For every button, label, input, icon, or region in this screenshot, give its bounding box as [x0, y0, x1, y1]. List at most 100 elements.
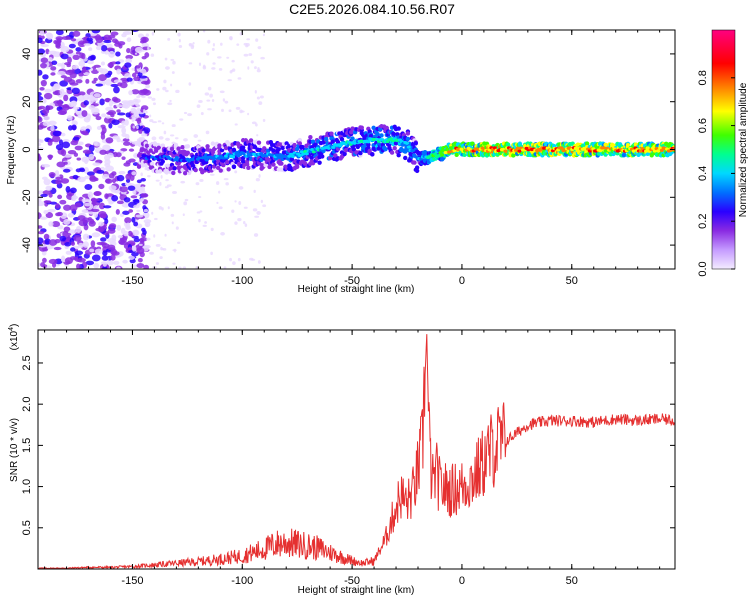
snr-x-tick-label: 50	[566, 575, 578, 587]
heatmap-cell	[258, 101, 263, 105]
heatmap-cell	[48, 50, 57, 55]
heatmap-cell	[43, 92, 53, 100]
heatmap-cell	[255, 178, 260, 182]
heatmap-cell	[134, 52, 138, 55]
heatmap-cell	[137, 33, 144, 39]
heatmap-cell	[188, 62, 193, 65]
heatmap-cell	[195, 266, 199, 269]
heatmap-cell	[230, 69, 234, 72]
heatmap-cell	[166, 184, 172, 187]
heatmap-cell	[151, 211, 154, 215]
heatmap-cell	[89, 176, 98, 182]
heatmap-cell	[77, 257, 86, 263]
heatmap-cell	[75, 47, 82, 52]
heatmap-cell	[76, 263, 81, 269]
heatmap-cell	[38, 230, 45, 235]
heatmap-cell	[79, 168, 86, 173]
heatmap-cell	[150, 53, 155, 57]
heatmap-cell	[82, 149, 92, 154]
heatmap-cell	[173, 248, 176, 253]
heatmap-cell	[211, 67, 216, 70]
snr-frame	[37, 329, 676, 570]
heatmap-cell	[165, 137, 170, 141]
heatmap-cell	[98, 221, 105, 227]
heatmap-cell	[253, 66, 257, 70]
heatmap-cell	[81, 156, 90, 163]
heatmap-cell	[43, 200, 52, 204]
heatmap-cell	[188, 82, 192, 86]
heatmap-cell	[95, 227, 104, 232]
heatmap-cell	[644, 149, 649, 153]
heatmap-cell	[115, 208, 120, 215]
heatmap-cell	[78, 60, 86, 67]
heatmap-cell	[210, 251, 213, 256]
heatmap-cell	[621, 152, 627, 158]
heatmap-cell	[231, 155, 236, 159]
heatmap-cell	[171, 221, 174, 225]
heatmap-cell	[167, 37, 171, 41]
heatmap-cell	[125, 58, 133, 64]
heatmap-cell	[135, 185, 142, 192]
heatmap-cell	[297, 141, 303, 146]
heatmap-cell	[297, 137, 303, 143]
heatmap-cell	[56, 62, 63, 67]
heatmap-cell	[48, 239, 58, 246]
heatmap-cell	[108, 172, 115, 179]
heatmap-cell	[115, 61, 121, 65]
heatmap-cell	[131, 245, 137, 252]
heatmap-cell	[111, 251, 120, 256]
heatmap-cell	[133, 204, 140, 209]
heatmap-cell	[125, 173, 131, 180]
heatmap-cell	[55, 30, 64, 36]
heatmap-cell	[234, 221, 238, 225]
heatmap-cell	[659, 148, 664, 153]
heatmap-cell	[123, 197, 131, 203]
heatmap-cell	[631, 149, 636, 153]
heatmap-cell	[310, 147, 315, 152]
heatmap-cell	[164, 57, 168, 61]
heatmap-cell	[140, 172, 143, 177]
heatmap-cell	[118, 239, 126, 245]
heatmap-cell	[406, 145, 411, 149]
spectrogram-x-tick-label: -50	[344, 275, 360, 287]
heatmap-cell	[320, 154, 325, 159]
heatmap-cell	[445, 147, 450, 152]
heatmap-cell	[43, 116, 50, 121]
heatmap-cell	[313, 142, 318, 147]
heatmap-cell	[309, 155, 314, 161]
heatmap-cell	[77, 91, 86, 96]
heatmap-cell	[88, 105, 96, 110]
heatmap-cell	[297, 153, 302, 158]
heatmap-cell	[99, 149, 107, 155]
heatmap-cell	[140, 80, 150, 85]
heatmap-cell	[170, 83, 173, 87]
heatmap-cell	[118, 170, 126, 175]
heatmap-cell	[63, 154, 73, 158]
heatmap-cell	[86, 37, 93, 42]
heatmap-cell	[42, 97, 47, 104]
heatmap-cell	[101, 113, 107, 118]
heatmap-cell	[379, 133, 384, 138]
heatmap-cell	[257, 46, 262, 50]
heatmap-cell	[101, 255, 109, 261]
heatmap-cell	[71, 120, 78, 126]
heatmap-cell	[226, 167, 231, 172]
heatmap-cell	[370, 152, 375, 157]
heatmap-cell	[84, 183, 93, 191]
heatmap-cell	[405, 136, 411, 142]
heatmap-cell	[127, 185, 136, 191]
heatmap-cell	[267, 164, 272, 170]
heatmap-cell	[164, 186, 169, 189]
heatmap-cell	[244, 223, 248, 227]
heatmap-cell	[182, 266, 187, 269]
heatmap-cell	[61, 141, 71, 149]
heatmap-cell	[413, 141, 419, 146]
heatmap-cell	[105, 137, 114, 144]
heatmap-cell	[366, 140, 371, 144]
heatmap-cell	[90, 240, 96, 248]
heatmap-cell	[234, 200, 237, 203]
heatmap-cell	[55, 212, 61, 217]
heatmap-cell	[172, 60, 176, 65]
heatmap-cell	[91, 69, 99, 75]
heatmap-cell	[121, 201, 130, 208]
